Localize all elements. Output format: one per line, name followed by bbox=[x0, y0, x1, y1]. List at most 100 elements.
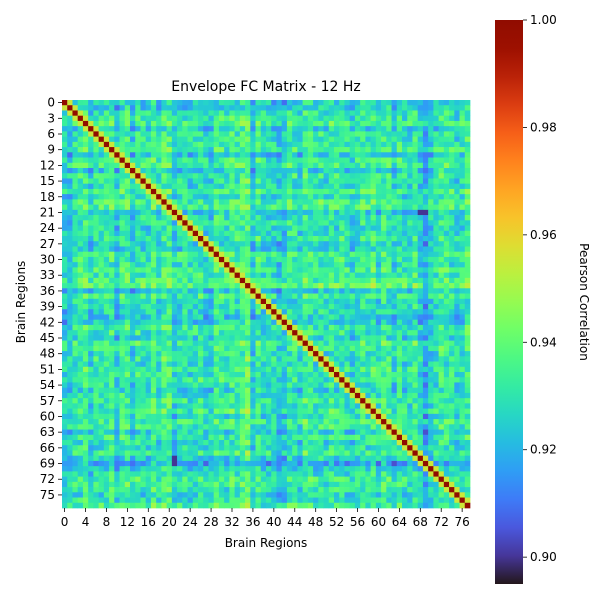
heatmap-cell bbox=[119, 356, 126, 362]
heatmap-cell bbox=[459, 246, 466, 253]
heatmap-cell bbox=[407, 330, 413, 336]
heatmap-cell bbox=[323, 178, 330, 185]
heatmap-cell bbox=[224, 209, 230, 216]
heatmap-cell bbox=[459, 236, 466, 242]
heatmap-cell bbox=[276, 194, 283, 200]
heatmap-cell bbox=[370, 262, 377, 268]
heatmap-cell bbox=[323, 419, 330, 425]
heatmap-cell bbox=[255, 204, 262, 211]
heatmap-cell bbox=[208, 429, 215, 436]
heatmap-cell bbox=[255, 178, 262, 185]
heatmap-cell bbox=[297, 194, 303, 200]
heatmap-cell bbox=[218, 277, 225, 284]
heatmap-cell bbox=[93, 241, 99, 247]
heatmap-cell bbox=[318, 429, 324, 436]
heatmap-cell bbox=[281, 204, 288, 211]
heatmap-cell bbox=[266, 372, 272, 378]
heatmap-cell bbox=[198, 377, 204, 383]
heatmap-cell bbox=[417, 120, 424, 127]
heatmap-cell bbox=[281, 351, 288, 357]
heatmap-cell bbox=[124, 100, 131, 106]
heatmap-cell bbox=[464, 283, 471, 289]
heatmap-cell bbox=[449, 304, 455, 310]
heatmap-cell bbox=[93, 392, 99, 399]
heatmap-cell bbox=[124, 168, 131, 174]
heatmap-cell bbox=[302, 319, 309, 326]
heatmap-cell bbox=[449, 419, 455, 425]
heatmap-cell bbox=[192, 392, 199, 399]
heatmap-cell bbox=[218, 120, 225, 127]
heatmap-cell bbox=[354, 335, 361, 341]
heatmap-cell bbox=[266, 173, 272, 179]
heatmap-cell bbox=[260, 262, 267, 268]
heatmap-cell bbox=[182, 345, 188, 352]
heatmap-cell bbox=[422, 324, 429, 331]
heatmap-cell bbox=[271, 340, 277, 347]
heatmap-cell bbox=[62, 241, 68, 247]
heatmap-cell bbox=[271, 100, 277, 106]
heatmap-cell bbox=[124, 330, 131, 336]
heatmap-cell bbox=[438, 304, 445, 310]
heatmap-cell bbox=[266, 403, 272, 409]
heatmap-cell bbox=[381, 256, 387, 263]
heatmap-cell bbox=[245, 377, 251, 383]
heatmap-cell bbox=[449, 382, 455, 389]
heatmap-cell bbox=[156, 209, 162, 216]
heatmap-cell bbox=[145, 283, 152, 289]
heatmap-cell bbox=[349, 230, 356, 237]
heatmap-cell bbox=[182, 366, 188, 373]
heatmap-cell bbox=[375, 272, 382, 279]
heatmap-cell bbox=[339, 194, 345, 200]
heatmap-cell bbox=[292, 126, 298, 132]
heatmap-cell bbox=[114, 168, 120, 174]
heatmap-cell bbox=[88, 361, 94, 368]
heatmap-cell bbox=[286, 304, 293, 310]
heatmap-cell bbox=[135, 314, 141, 321]
heatmap-cell bbox=[77, 215, 84, 221]
heatmap-cell bbox=[334, 372, 340, 378]
heatmap-cell bbox=[286, 126, 293, 132]
heatmap-cell bbox=[344, 366, 351, 373]
heatmap-cell bbox=[187, 157, 194, 164]
heatmap-cell bbox=[213, 377, 220, 383]
heatmap-cell bbox=[255, 272, 262, 279]
heatmap-cell bbox=[187, 382, 194, 389]
heatmap-cell bbox=[417, 262, 424, 268]
heatmap-cell bbox=[339, 204, 345, 211]
heatmap-cell bbox=[234, 424, 241, 430]
heatmap-cell bbox=[62, 372, 68, 378]
heatmap-cell bbox=[365, 126, 371, 132]
heatmap-cell bbox=[464, 256, 471, 263]
heatmap-cell bbox=[245, 419, 251, 425]
heatmap-cell bbox=[449, 141, 455, 148]
heatmap-cell bbox=[161, 340, 167, 347]
heatmap-cell bbox=[229, 392, 235, 399]
heatmap-cell bbox=[360, 377, 366, 383]
heatmap-cell bbox=[391, 162, 398, 169]
heatmap-cell bbox=[360, 382, 366, 389]
heatmap-cell bbox=[224, 330, 230, 336]
heatmap-cell bbox=[239, 141, 246, 148]
heatmap-cell bbox=[245, 392, 251, 399]
heatmap-cell bbox=[177, 246, 183, 253]
heatmap-cell bbox=[250, 319, 256, 326]
heatmap-cell bbox=[349, 319, 356, 326]
heatmap-cell bbox=[114, 241, 120, 247]
heatmap-cell bbox=[464, 351, 471, 357]
heatmap-cell bbox=[276, 319, 283, 326]
heatmap-cell bbox=[119, 403, 126, 409]
heatmap-cell bbox=[218, 241, 225, 247]
heatmap-cell bbox=[318, 141, 324, 148]
heatmap-cell bbox=[72, 194, 79, 200]
heatmap-cell bbox=[88, 345, 94, 352]
heatmap-cell bbox=[156, 408, 162, 415]
heatmap-cell bbox=[109, 157, 115, 164]
heatmap-cell bbox=[360, 314, 366, 321]
heatmap-cell bbox=[292, 424, 298, 430]
heatmap-cell bbox=[297, 110, 303, 117]
heatmap-cell bbox=[334, 110, 340, 117]
heatmap-cell bbox=[260, 246, 267, 253]
heatmap-cell bbox=[459, 230, 466, 237]
heatmap-cell bbox=[307, 220, 314, 226]
heatmap-cell bbox=[328, 309, 335, 315]
